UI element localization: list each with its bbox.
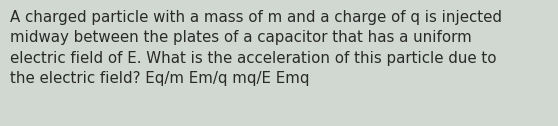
Text: A charged particle with a mass of m and a charge of q is injected
midway between: A charged particle with a mass of m and …: [10, 10, 502, 86]
